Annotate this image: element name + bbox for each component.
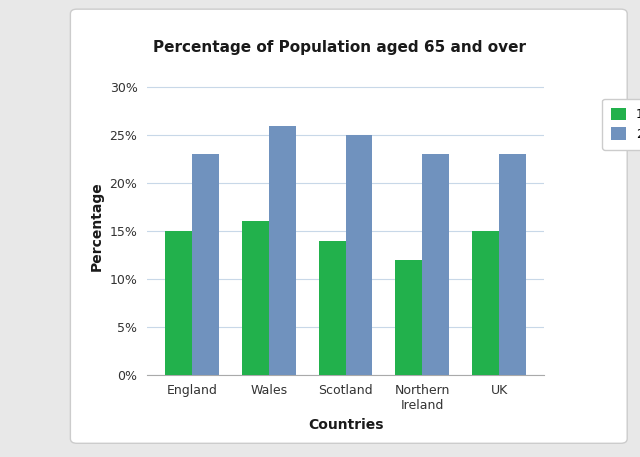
Bar <box>192 154 219 375</box>
Legend: 1985, 2035: 1985, 2035 <box>602 99 640 150</box>
Text: Percentage of Population aged 65 and over: Percentage of Population aged 65 and ove… <box>153 41 525 55</box>
Bar <box>269 126 296 375</box>
Bar <box>422 154 449 375</box>
Y-axis label: Percentage: Percentage <box>90 181 104 271</box>
Bar <box>165 231 192 375</box>
Bar <box>319 240 346 375</box>
Bar <box>396 260 422 375</box>
X-axis label: Countries: Countries <box>308 418 383 432</box>
Bar <box>242 222 269 375</box>
Bar <box>346 135 372 375</box>
Bar <box>472 231 499 375</box>
Bar <box>499 154 526 375</box>
